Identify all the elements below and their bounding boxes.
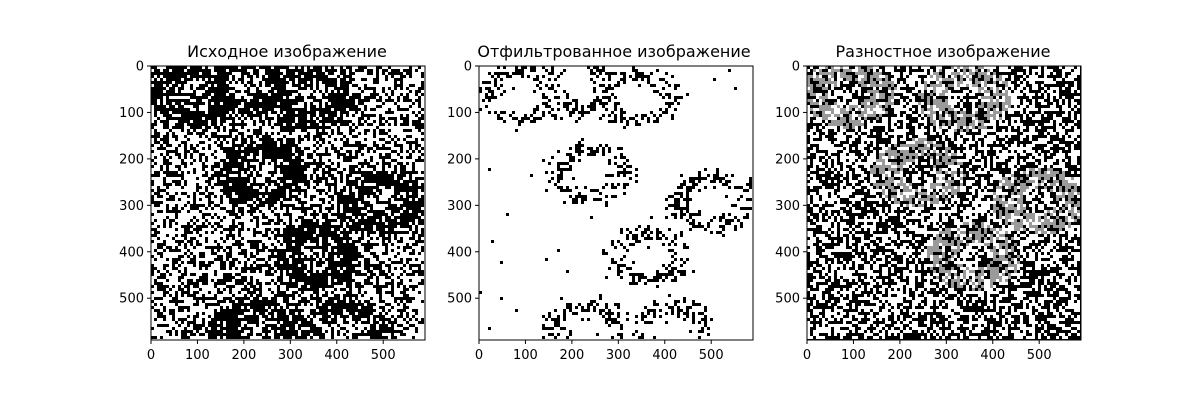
x-tick-label: 300 [278, 348, 303, 363]
y-tick-label: 100 [119, 106, 144, 121]
axes-frame [806, 65, 1082, 341]
x-tick-label: 300 [934, 348, 959, 363]
y-tick-label: 0 [464, 60, 472, 75]
panel-title: Отфильтрованное изображение [477, 42, 750, 61]
panel-difference: Разностное изображение 0 100 200 300 400 500 0… [775, 42, 1082, 363]
x-tick-label: 200 [887, 348, 912, 363]
axes-frame [150, 65, 426, 341]
x-tick-label: 300 [606, 348, 631, 363]
panel-original: Исходное изображение 0 100 200 300 400 500 0 10… [119, 42, 426, 363]
x-tick-label: 500 [1027, 348, 1052, 363]
panel-title: Исходное изображение [187, 42, 387, 61]
x-tick-label: 500 [371, 348, 396, 363]
y-tick-label: 100 [447, 106, 472, 121]
y-tick-label: 500 [119, 292, 144, 307]
y-tick-label: 200 [119, 152, 144, 167]
y-tick-label: 0 [792, 60, 800, 75]
x-tick-label: 0 [147, 348, 155, 363]
image-area [479, 66, 753, 340]
y-tick-label: 400 [775, 245, 800, 260]
image-pixels [151, 66, 424, 339]
y-tick-label: 400 [119, 245, 144, 260]
image-pixels [479, 66, 752, 339]
x-tick-label: 100 [513, 348, 538, 363]
x-tick-label: 400 [980, 348, 1005, 363]
y-tick-label: 500 [447, 292, 472, 307]
image-area [807, 66, 1081, 340]
x-tick-label: 0 [475, 348, 483, 363]
y-tick-label: 300 [119, 199, 144, 214]
image-background [479, 66, 753, 340]
x-tick-label: 200 [231, 348, 256, 363]
x-tick-label: 400 [324, 348, 349, 363]
x-tick-label: 500 [699, 348, 724, 363]
y-tick-label: 500 [775, 292, 800, 307]
image-area [151, 66, 425, 340]
x-tick-label: 0 [803, 348, 811, 363]
x-tick-label: 200 [559, 348, 584, 363]
panel-filtered: Отфильтрованное изображение 0 100 200 300 40… [447, 42, 754, 363]
y-tick-label: 200 [447, 152, 472, 167]
y-tick-label: 300 [775, 199, 800, 214]
x-tick-label: 100 [185, 348, 210, 363]
x-tick-label: 400 [652, 348, 677, 363]
image-pixels [807, 66, 1080, 339]
image-pixels-gray [807, 66, 1080, 291]
y-tick-label: 400 [447, 245, 472, 260]
panel-title: Разностное изображение [836, 42, 1051, 61]
y-tick-label: 200 [775, 152, 800, 167]
y-tick-label: 0 [136, 60, 144, 75]
y-tick-label: 100 [775, 106, 800, 121]
y-tick-label: 300 [447, 199, 472, 214]
axes-frame [478, 65, 754, 341]
x-tick-label: 100 [841, 348, 866, 363]
